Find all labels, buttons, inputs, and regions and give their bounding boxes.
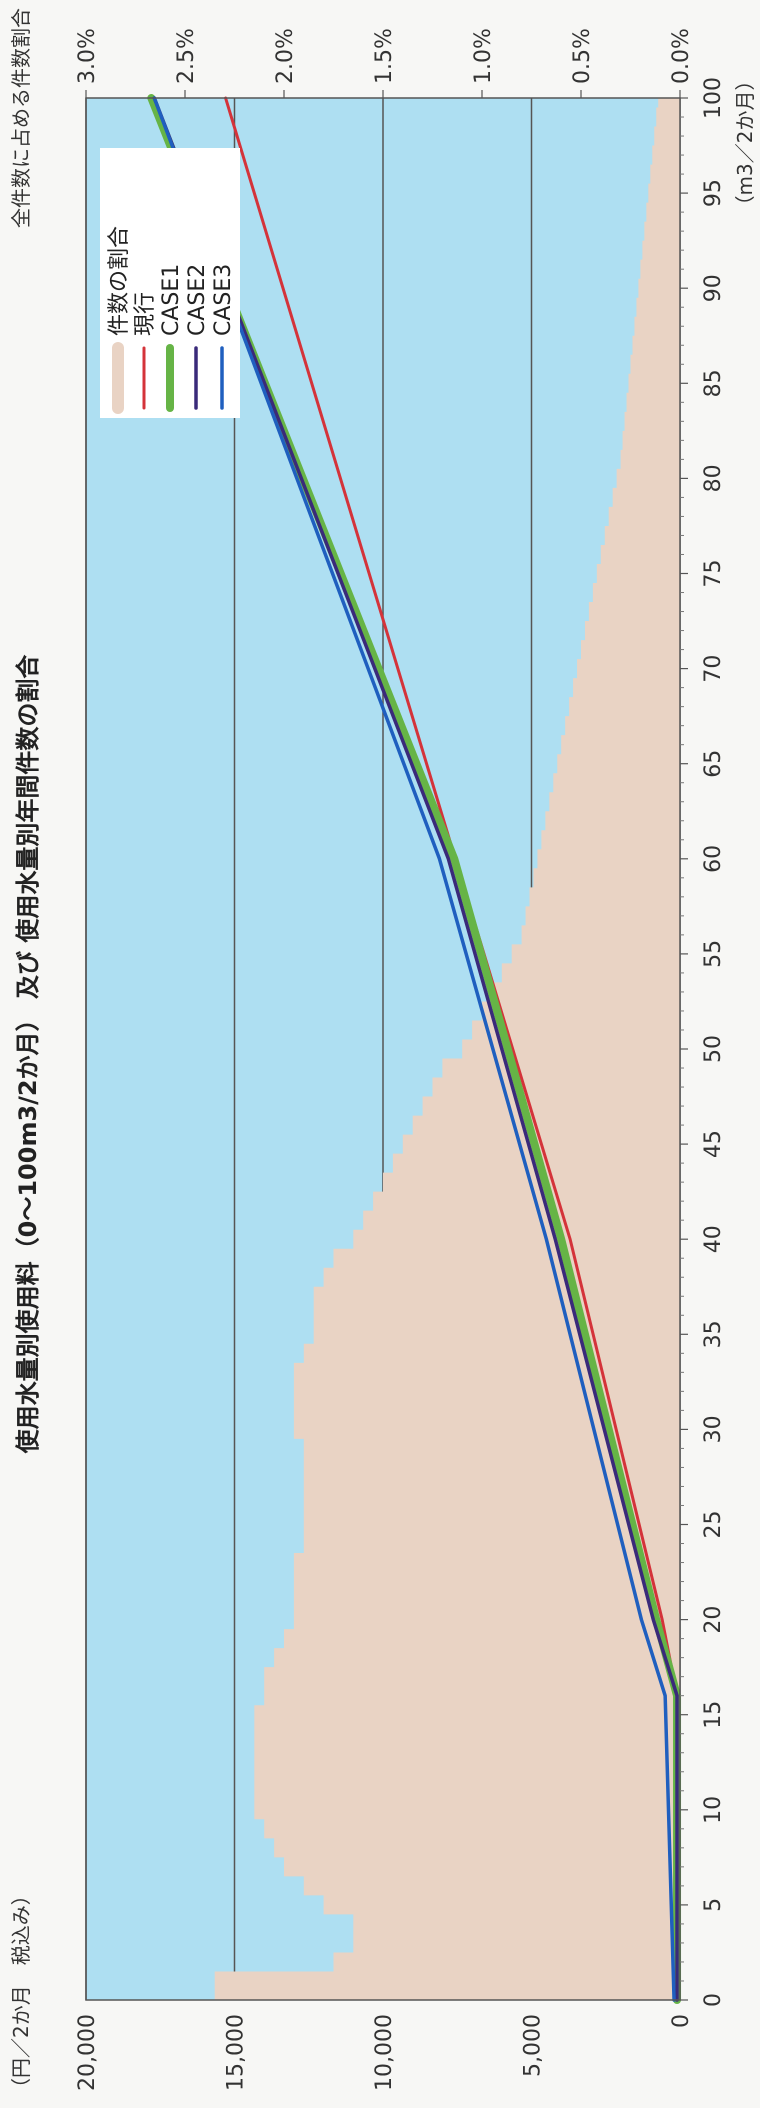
legend: 件数の割合 現行 CASE1 CASE2 CASE3 xyxy=(100,148,240,418)
x-tick-label: 95 xyxy=(701,179,726,207)
y-right-tick-label: 1.5% xyxy=(372,28,397,84)
legend-label: CASE3 xyxy=(211,264,236,336)
x-tick-label: 30 xyxy=(701,1415,726,1443)
y-right-tick-label: 0.0% xyxy=(669,28,694,84)
x-tick-label: 5 xyxy=(701,1898,726,1912)
area-share-of-cases xyxy=(214,98,680,2000)
y-left-tick-label: 0 xyxy=(669,2014,694,2028)
legend-label: 現行 xyxy=(133,292,158,336)
legend-box xyxy=(100,148,240,418)
x-tick-label: 50 xyxy=(701,1035,726,1063)
x-tick-label: 40 xyxy=(701,1225,726,1253)
series-line-CASE2 xyxy=(152,96,679,2002)
x-tick-label: 10 xyxy=(701,1796,726,1824)
x-tick-label: 65 xyxy=(701,750,726,778)
x-tick-label: 85 xyxy=(701,369,726,397)
y-left-tick-label: 15,000 xyxy=(224,2014,249,2091)
x-tick-label: 75 xyxy=(701,560,726,588)
x-tick-label: 80 xyxy=(701,464,726,492)
series-lines xyxy=(147,94,682,2004)
y-left-tick-label: 10,000 xyxy=(372,2014,397,2091)
x-axis-label: （m3／2か月） xyxy=(733,71,757,216)
y-left-tick-labels: 0 5,000 10,000 15,000 20,000 xyxy=(75,2014,694,2091)
y-right-tick-label: 2.5% xyxy=(174,28,199,84)
y-right-tick-label: 0.5% xyxy=(570,28,595,84)
x-tick-label: 55 xyxy=(701,940,726,968)
series-line-CASE3 xyxy=(152,96,676,2002)
x-tick-label: 70 xyxy=(701,655,726,683)
legend-label: CASE1 xyxy=(159,264,184,336)
chart-title: 使用水量別使用料（0～100m3/2か月） 及び 使用水量別年間件数の割合 xyxy=(14,654,42,1455)
x-tick-label: 0 xyxy=(701,1993,726,2007)
x-tick-label: 100 xyxy=(701,77,726,119)
y-right-tick-label: 3.0% xyxy=(75,28,100,84)
y-left-axis-label: （円／2か月 税込み） xyxy=(9,1885,33,2098)
x-tick-label: 15 xyxy=(701,1701,726,1729)
y-right-tick-labels: 0.0% 0.5% 1.0% 1.5% 2.0% 2.5% 3.0% xyxy=(75,28,694,98)
y-right-tick-label: 1.0% xyxy=(471,28,496,84)
legend-label: CASE2 xyxy=(185,264,210,336)
x-tick-label: 20 xyxy=(701,1606,726,1634)
x-tick-label: 90 xyxy=(701,274,726,302)
x-tick-label: 25 xyxy=(701,1511,726,1539)
y-right-axis-label: 全件数に占める件数割合 xyxy=(9,8,33,228)
x-tick-label: 45 xyxy=(701,1130,726,1158)
x-tick-labels: 0 5 10 15 20 25 30 35 40 45 50 55 60 65 70 75 80 85 90 95 10… xyxy=(680,77,726,2007)
x-tick-label: 60 xyxy=(701,845,726,873)
y-left-tick-label: 20,000 xyxy=(75,2014,100,2091)
legend-label: 件数の割合 xyxy=(107,226,132,336)
y-left-tick-label: 5,000 xyxy=(521,2014,546,2077)
y-right-tick-label: 2.0% xyxy=(273,28,298,84)
x-tick-label: 35 xyxy=(701,1320,726,1348)
